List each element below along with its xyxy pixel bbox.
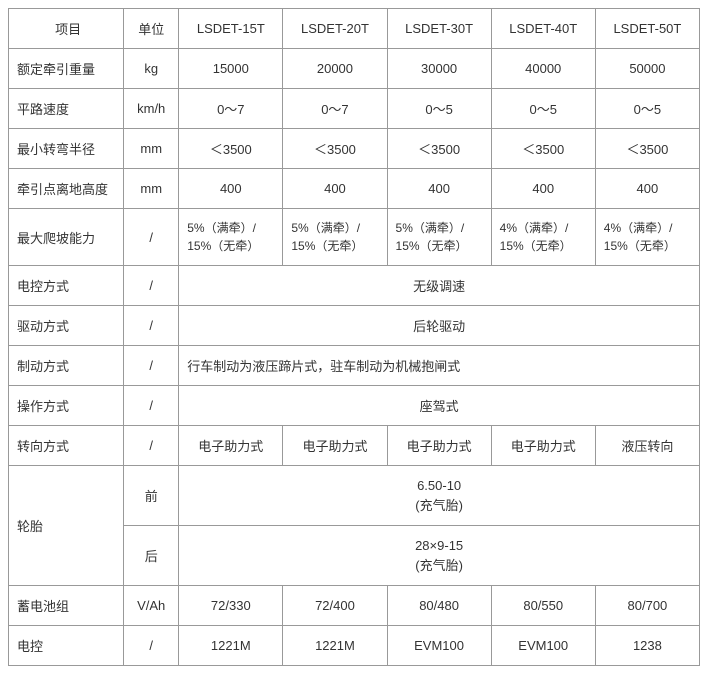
table-row: 驱动方式 / 后轮驱动 [9, 306, 700, 346]
cell: 电子助力式 [283, 426, 387, 466]
cell-merged: 无级调速 [179, 266, 700, 306]
cell: ＜3500 [491, 129, 595, 169]
cell: 0～5 [491, 89, 595, 129]
row-unit: 后 [124, 526, 179, 586]
cell: ＜3500 [595, 129, 699, 169]
table-row: 平路速度 km/h 0～7 0～7 0～5 0～5 0～5 [9, 89, 700, 129]
row-unit: / [124, 386, 179, 426]
row-label: 驱动方式 [9, 306, 124, 346]
header-item: 项目 [9, 9, 124, 49]
cell: 50000 [595, 49, 699, 89]
cell: 5%（满牵）/ 15%（无牵） [283, 209, 387, 266]
cell-merged: 后轮驱动 [179, 306, 700, 346]
table-row: 蓄电池组 V/Ah 72/330 72/400 80/480 80/550 80… [9, 586, 700, 626]
row-unit: V/Ah [124, 586, 179, 626]
cell: ＜3500 [283, 129, 387, 169]
row-unit: 前 [124, 466, 179, 526]
cell: 0～7 [179, 89, 283, 129]
cell: EVM100 [491, 626, 595, 666]
cell: 400 [283, 169, 387, 209]
tire-rear-type: (充气胎) [415, 558, 463, 573]
cell: 400 [491, 169, 595, 209]
cell: 0～5 [595, 89, 699, 129]
tire-front-type: (充气胎) [415, 498, 463, 513]
row-unit: mm [124, 129, 179, 169]
cell: 电子助力式 [387, 426, 491, 466]
cell: 1221M [283, 626, 387, 666]
table-row: 牵引点离地高度 mm 400 400 400 400 400 [9, 169, 700, 209]
cell: 400 [387, 169, 491, 209]
cell: 400 [179, 169, 283, 209]
table-row: 转向方式 / 电子助力式 电子助力式 电子助力式 电子助力式 液压转向 [9, 426, 700, 466]
row-label: 牵引点离地高度 [9, 169, 124, 209]
cell: 4%（满牵）/ 15%（无牵） [595, 209, 699, 266]
table-row: 最大爬坡能力 / 5%（满牵）/ 15%（无牵） 5%（满牵）/ 15%（无牵）… [9, 209, 700, 266]
cell: 30000 [387, 49, 491, 89]
table-row: 操作方式 / 座驾式 [9, 386, 700, 426]
cell-merged: 座驾式 [179, 386, 700, 426]
cell: 电子助力式 [491, 426, 595, 466]
row-label: 最小转弯半径 [9, 129, 124, 169]
row-label: 蓄电池组 [9, 586, 124, 626]
table-row: 最小转弯半径 mm ＜3500 ＜3500 ＜3500 ＜3500 ＜3500 [9, 129, 700, 169]
row-label: 操作方式 [9, 386, 124, 426]
cell: EVM100 [387, 626, 491, 666]
header-model: LSDET-20T [283, 9, 387, 49]
cell: 40000 [491, 49, 595, 89]
row-unit: mm [124, 169, 179, 209]
tire-front-size: 6.50-10 [417, 478, 461, 493]
row-label: 电控 [9, 626, 124, 666]
table-row: 电控方式 / 无级调速 [9, 266, 700, 306]
header-model: LSDET-40T [491, 9, 595, 49]
table-row-tire-front: 轮胎 前 6.50-10 (充气胎) [9, 466, 700, 526]
table-row: 电控 / 1221M 1221M EVM100 EVM100 1238 [9, 626, 700, 666]
cell: 5%（满牵）/ 15%（无牵） [387, 209, 491, 266]
row-label: 轮胎 [9, 466, 124, 586]
cell: 1221M [179, 626, 283, 666]
cell: 1238 [595, 626, 699, 666]
row-unit: / [124, 266, 179, 306]
row-unit: / [124, 426, 179, 466]
row-label: 转向方式 [9, 426, 124, 466]
row-label: 制动方式 [9, 346, 124, 386]
tire-rear-size: 28×9-15 [415, 538, 463, 553]
header-model: LSDET-15T [179, 9, 283, 49]
cell: 电子助力式 [179, 426, 283, 466]
cell: 400 [595, 169, 699, 209]
cell: 20000 [283, 49, 387, 89]
cell: 0～5 [387, 89, 491, 129]
cell: 80/550 [491, 586, 595, 626]
cell: 4%（满牵）/ 15%（无牵） [491, 209, 595, 266]
spec-table: 项目 单位 LSDET-15T LSDET-20T LSDET-30T LSDE… [8, 8, 700, 666]
header-unit: 单位 [124, 9, 179, 49]
cell: 80/700 [595, 586, 699, 626]
table-row: 额定牵引重量 kg 15000 20000 30000 40000 50000 [9, 49, 700, 89]
cell: 液压转向 [595, 426, 699, 466]
row-unit: / [124, 346, 179, 386]
header-model: LSDET-30T [387, 9, 491, 49]
row-unit: / [124, 209, 179, 266]
cell-merged: 6.50-10 (充气胎) [179, 466, 700, 526]
cell: 72/400 [283, 586, 387, 626]
table-header-row: 项目 单位 LSDET-15T LSDET-20T LSDET-30T LSDE… [9, 9, 700, 49]
row-unit: kg [124, 49, 179, 89]
cell: 0～7 [283, 89, 387, 129]
cell: 5%（满牵）/ 15%（无牵） [179, 209, 283, 266]
row-unit: km/h [124, 89, 179, 129]
row-unit: / [124, 626, 179, 666]
cell: 72/330 [179, 586, 283, 626]
row-label: 额定牵引重量 [9, 49, 124, 89]
cell: ＜3500 [387, 129, 491, 169]
row-label: 电控方式 [9, 266, 124, 306]
row-unit: / [124, 306, 179, 346]
row-label: 平路速度 [9, 89, 124, 129]
cell: ＜3500 [179, 129, 283, 169]
row-label: 最大爬坡能力 [9, 209, 124, 266]
cell: 80/480 [387, 586, 491, 626]
header-model: LSDET-50T [595, 9, 699, 49]
cell-merged: 行车制动为液压蹄片式，驻车制动为机械抱闸式 [179, 346, 700, 386]
table-row: 制动方式 / 行车制动为液压蹄片式，驻车制动为机械抱闸式 [9, 346, 700, 386]
cell: 15000 [179, 49, 283, 89]
cell-merged: 28×9-15 (充气胎) [179, 526, 700, 586]
